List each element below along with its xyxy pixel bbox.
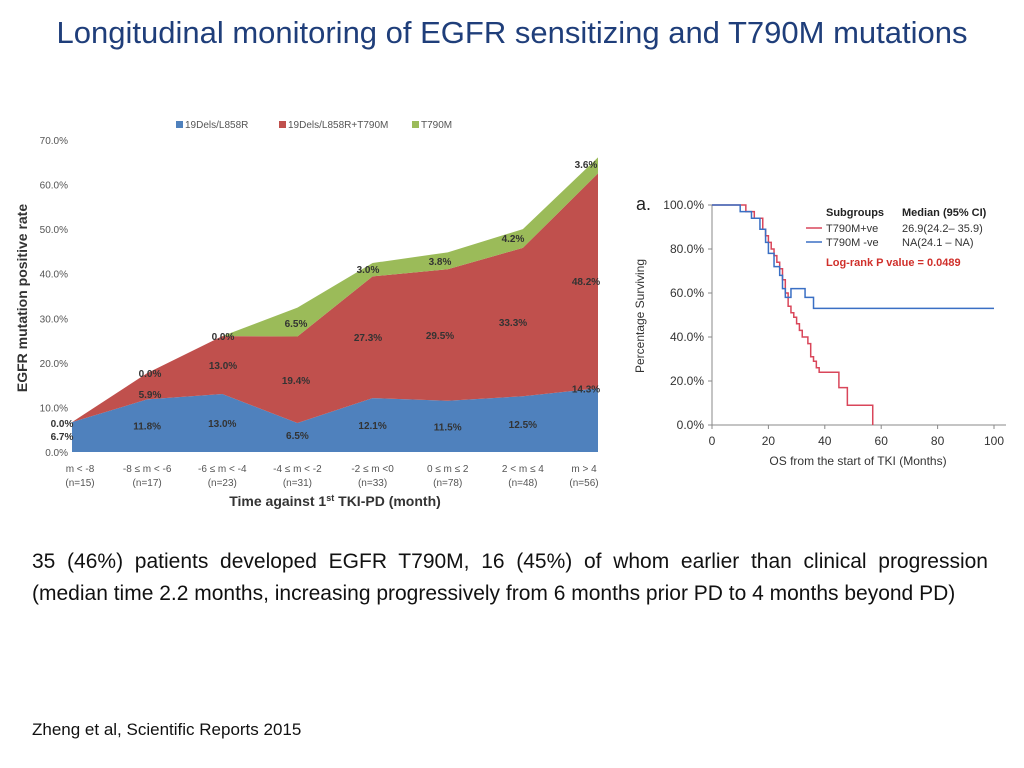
km-x-tick-label: 0 <box>709 434 716 448</box>
page-title: Longitudinal monitoring of EGFR sensitiz… <box>56 15 968 50</box>
x-tick-label: 0 ≤ m ≤ 2 <box>427 464 469 475</box>
data-labels: 6.7% 11.8% 13.0% 6.5% 12.1% 11.5% 12.5% 14.3% 0.… <box>51 160 601 443</box>
data-label: 0.0% <box>51 419 74 430</box>
x-tick-label: -4 ≤ m < -2 <box>273 464 322 475</box>
x-tick-n: (n=15) <box>65 478 94 489</box>
data-label: 19.4% <box>282 376 310 387</box>
y-tick-label: 70.0% <box>40 136 68 147</box>
y-tick-label: 10.0% <box>40 403 68 414</box>
data-label: 27.3% <box>354 333 382 344</box>
x-tick-n: (n=56) <box>569 478 598 489</box>
x-tick-label: -8 ≤ m < -6 <box>123 464 172 475</box>
x-tick-label: -6 ≤ m < -4 <box>198 464 247 475</box>
km-x-tick-label: 20 <box>762 434 776 448</box>
km-pvalue: Log-rank P value = 0.0489 <box>826 257 961 269</box>
x-tick-label: -2 ≤ m <0 <box>351 464 394 475</box>
y-tick-label: 40.0% <box>40 270 68 281</box>
y-axis: 0.0% 10.0% 20.0% 30.0% 40.0% 50.0% 60.0% 70.0% <box>40 136 68 459</box>
y-tick-label: 50.0% <box>40 225 68 236</box>
data-label: 48.2% <box>572 277 600 288</box>
x-tick-n: (n=48) <box>508 478 537 489</box>
y-tick-label: 30.0% <box>40 314 68 325</box>
data-label: 12.5% <box>509 420 537 431</box>
legend-label: 19Dels/L858R+T790M <box>288 120 388 131</box>
x-tick-n: (n=33) <box>358 478 387 489</box>
legend-swatch <box>176 121 183 128</box>
x-tick-label: m > 4 <box>571 464 597 475</box>
data-label: 5.9% <box>139 390 162 401</box>
data-label: 3.6% <box>575 160 598 171</box>
km-y-tick-label: 100.0% <box>663 198 704 212</box>
km-legend-label: T790M -ve <box>826 237 879 249</box>
legend-swatch <box>412 121 419 128</box>
data-label: 3.8% <box>429 257 452 268</box>
data-label: 12.1% <box>358 421 386 432</box>
summary-text: 35 (46%) patients developed EGFR T790M, … <box>32 550 988 605</box>
x-tick-label: m < -8 <box>66 464 95 475</box>
data-label: 13.0% <box>208 419 236 430</box>
km-legend-median: 26.9(24.2– 35.9) <box>902 223 983 235</box>
x-tick-n: (n=23) <box>208 478 237 489</box>
km-x-tick-label: 100 <box>984 434 1004 448</box>
km-legend-header: Subgroups <box>826 207 884 219</box>
km-x-tick-label: 80 <box>931 434 945 448</box>
data-label: 0.0% <box>139 369 162 380</box>
data-label: 11.8% <box>133 422 161 433</box>
y-axis-title: EGFR mutation positive rate <box>14 204 30 392</box>
y-tick-label: 0.0% <box>45 448 68 459</box>
km-legend: Subgroups Median (95% CI) T790M+ve 26.9(24.… <box>806 207 987 269</box>
x-axis: m < -8 (n=15) -8 ≤ m < -6 (n=17) -6 ≤ m < -4… <box>65 464 598 489</box>
x-tick-n: (n=31) <box>283 478 312 489</box>
data-label: 6.5% <box>285 319 308 330</box>
data-label: 33.3% <box>499 318 527 329</box>
x-tick-n: (n=17) <box>133 478 162 489</box>
area-legend: 19Dels/L858R 19Dels/L858R+T790M T790M <box>176 120 452 131</box>
km-x-tick-label: 40 <box>818 434 832 448</box>
area-series-2 <box>72 157 598 423</box>
data-label: 14.3% <box>572 384 600 395</box>
x-axis-title: Time against 1st TKI-PD (month) <box>229 493 441 509</box>
legend-swatch <box>279 121 286 128</box>
data-label: 0.0% <box>212 332 235 343</box>
data-label: 4.2% <box>502 234 525 245</box>
data-label: 6.7% <box>51 432 74 443</box>
y-tick-label: 20.0% <box>40 359 68 370</box>
km-y-axis-title: Percentage Surviving <box>633 259 647 373</box>
km-legend-label: T790M+ve <box>826 223 878 235</box>
x-tick-n: (n=78) <box>433 478 462 489</box>
egfr-area-chart: 19Dels/L858R 19Dels/L858R+T790M T790M 0.0% 1… <box>14 120 601 509</box>
y-tick-label: 60.0% <box>40 181 68 192</box>
km-y-tick-label: 40.0% <box>670 330 704 344</box>
data-label: 11.5% <box>434 422 462 433</box>
data-label: 29.5% <box>426 331 454 342</box>
data-label: 3.0% <box>357 265 380 276</box>
km-y-tick-label: 60.0% <box>670 286 704 300</box>
data-label: 13.0% <box>209 361 237 372</box>
area-series-0 <box>72 388 598 452</box>
km-y-tick-label: 0.0% <box>677 418 705 432</box>
data-label: 6.5% <box>286 431 309 442</box>
area-series-1 <box>72 173 598 424</box>
km-y-tick-label: 20.0% <box>670 374 704 388</box>
km-y-tick-label: 80.0% <box>670 242 704 256</box>
km-legend-median: NA(24.1 – NA) <box>902 237 974 249</box>
legend-label: 19Dels/L858R <box>185 120 248 131</box>
km-curve-1 <box>712 204 994 310</box>
km-legend-header: Median (95% CI) <box>902 207 987 219</box>
x-tick-label: 2 < m ≤ 4 <box>502 464 544 475</box>
km-x-axis-title: OS from the start of TKI (Months) <box>769 454 946 468</box>
km-x-tick-label: 60 <box>875 434 889 448</box>
citation: Zheng et al, Scientific Reports 2015 <box>32 720 302 739</box>
panel-label: a. <box>636 194 651 214</box>
legend-label: T790M <box>421 120 452 131</box>
survival-curve-chart: a. 0.0% 20.0% 40.0% 60.0% 80.0% 100.0% 0 20 40 60 8… <box>633 194 1006 468</box>
